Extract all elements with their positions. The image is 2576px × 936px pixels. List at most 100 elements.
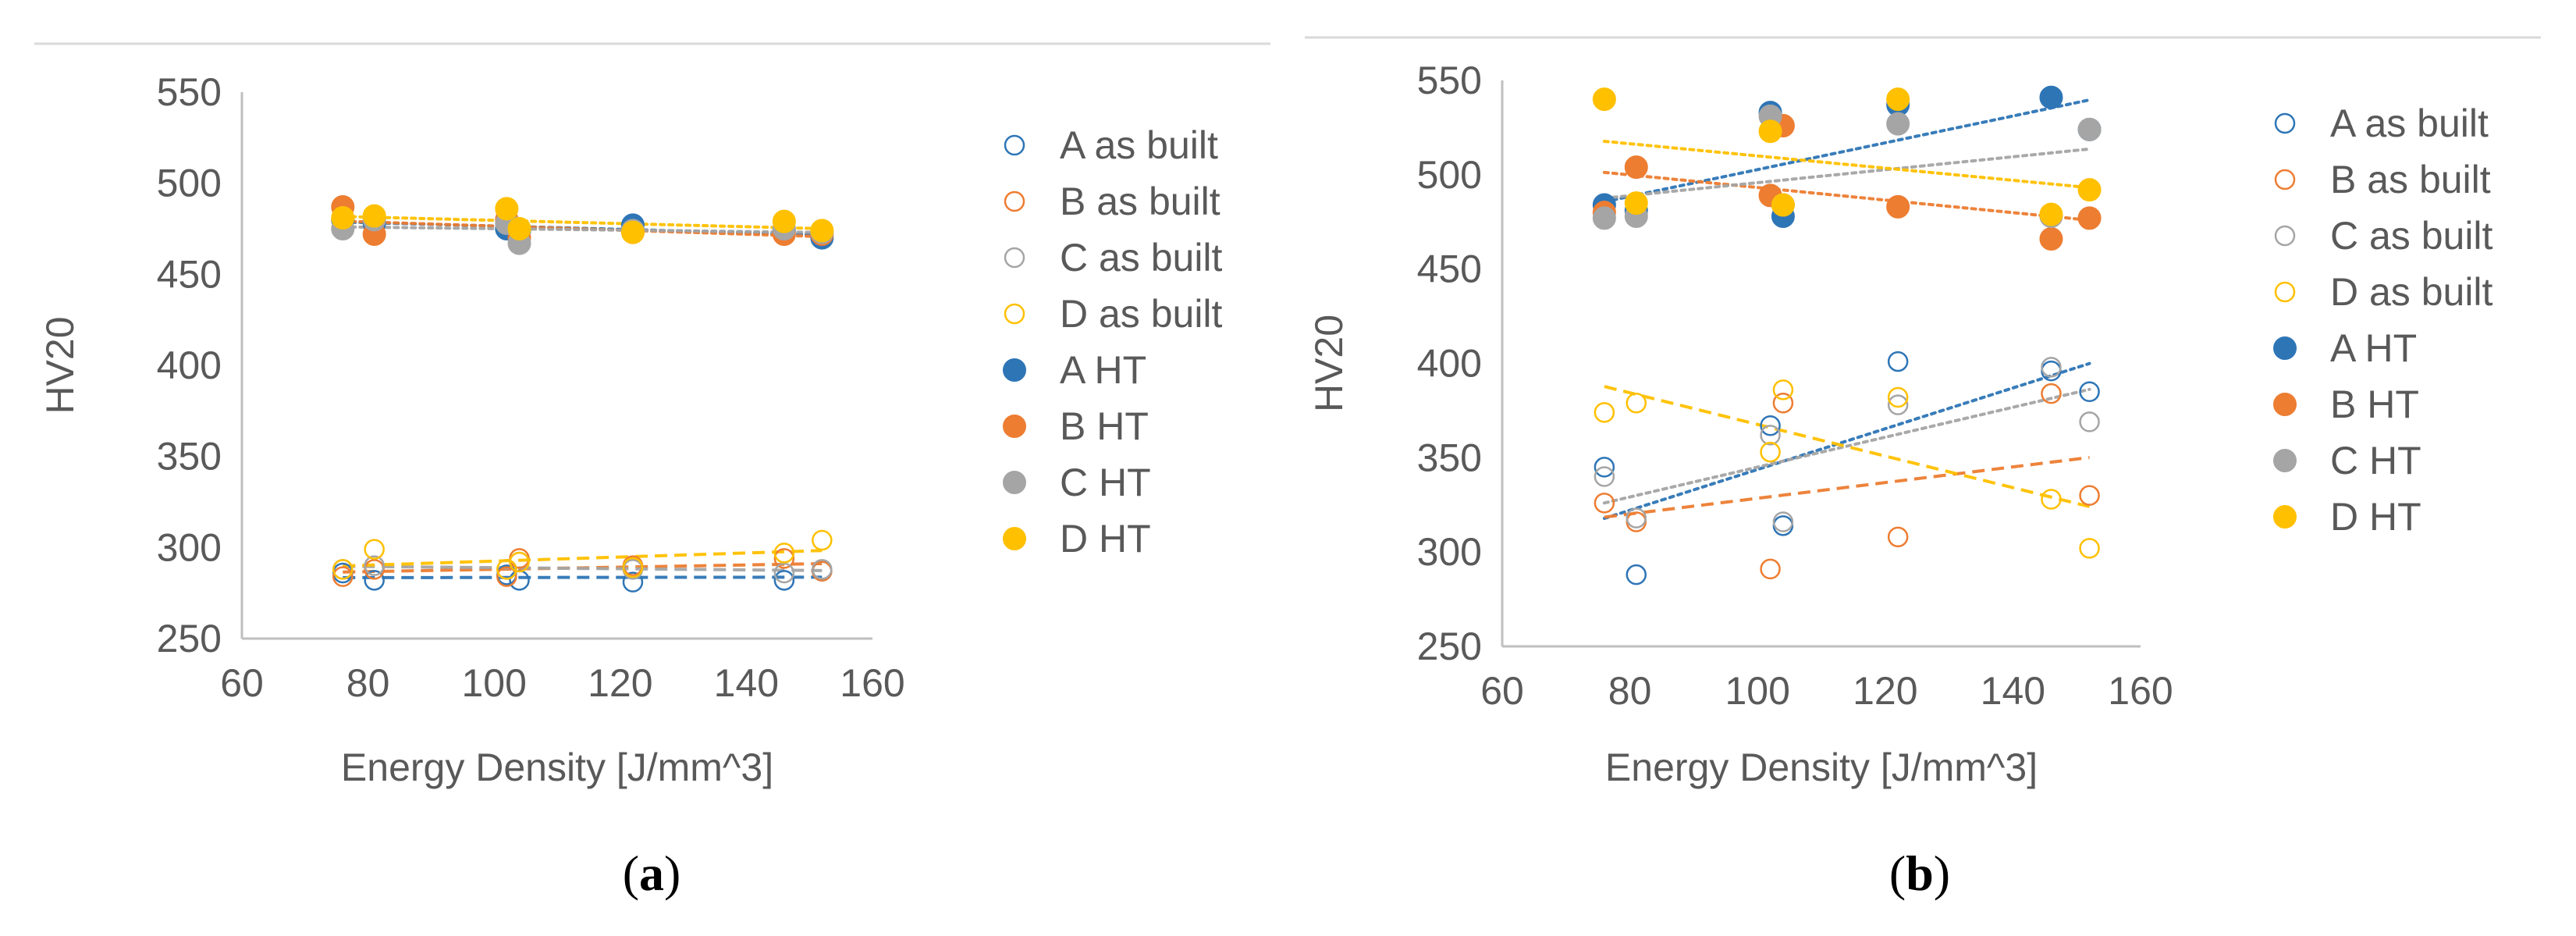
point-a-as-built-a — [622, 571, 644, 593]
trendline-d-as-built-b — [1604, 385, 2091, 508]
point-b-as-built-b — [1887, 526, 1909, 548]
legend-label-b-as-built-b: B as built — [2330, 158, 2491, 201]
y-tick-label-b: 550 — [1417, 59, 1482, 102]
point-d-ht-a — [620, 220, 645, 244]
trendline-a-ht-b — [1602, 98, 2091, 204]
trendline-b-as-built-b — [1604, 456, 2090, 519]
y-tick-label-a: 550 — [157, 70, 222, 114]
legend-label-c-as-built-b: C as built — [2330, 214, 2493, 258]
legend-marker-d-ht-b — [2273, 505, 2297, 529]
point-d-as-built-b — [2079, 538, 2100, 559]
trendline-c-ht-b — [1602, 147, 2091, 200]
x-tick-label-b: 140 — [1981, 669, 2045, 713]
point-d-ht-a — [362, 204, 386, 228]
legend-marker-d-ht-a — [1003, 527, 1026, 550]
legend-label-d-as-built-b: D as built — [2330, 270, 2493, 314]
legend-label-a-ht-a: A HT — [1060, 348, 1146, 392]
trendline-d-as-built-a — [343, 549, 823, 568]
chart-panel-b: 250 300 350 400 450 500 550 60 80 100 120 140 160 HV2… — [1307, 59, 2493, 901]
point-c-as-built-b — [1887, 394, 1909, 415]
x-axis-title-a: Energy Density [J/mm^3] — [341, 746, 773, 789]
y-tick-label-b: 300 — [1417, 530, 1482, 574]
point-b-ht-b — [2039, 227, 2063, 251]
point-c-ht-b — [1592, 206, 1616, 230]
point-d-ht-b — [1886, 87, 1910, 112]
legend-label-b-ht-b: B HT — [2330, 383, 2419, 426]
point-d-ht-a — [810, 219, 834, 243]
y-tick-label-b: 350 — [1417, 436, 1482, 479]
point-d-as-built-b — [1760, 441, 1781, 463]
point-a-as-built-b — [1887, 351, 1909, 372]
trendline-c-ht-a — [341, 225, 824, 234]
trendline-a-as-built-a — [343, 575, 823, 579]
y-tick-label-a: 350 — [157, 435, 222, 479]
x-tick-label-b: 80 — [1608, 669, 1652, 713]
legend-label-c-ht-a: C HT — [1060, 461, 1151, 504]
point-d-ht-a — [331, 206, 355, 230]
legend-label-b-as-built-a: B as built — [1060, 180, 1220, 223]
point-d-ht-a — [507, 217, 531, 240]
point-b-as-built-a — [332, 566, 354, 587]
point-b-as-built-b — [1760, 558, 1781, 580]
point-d-as-built-a — [364, 539, 385, 560]
panel-caption-b: (b) — [1889, 845, 1950, 901]
point-d-as-built-b — [1626, 393, 1647, 414]
point-a-as-built-a — [773, 570, 795, 591]
point-d-as-built-b — [1594, 402, 1615, 423]
point-a-as-built-b — [1594, 457, 1615, 478]
point-d-ht-b — [1758, 119, 1782, 144]
point-d-ht-b — [1771, 193, 1795, 217]
legend-label-a-ht-b: A HT — [2330, 326, 2417, 370]
x-tick-label-a: 80 — [346, 661, 390, 705]
y-tick-label-b: 500 — [1417, 153, 1482, 197]
point-a-as-built-b — [1626, 564, 1647, 585]
point-d-as-built-a — [773, 543, 795, 564]
point-c-as-built-b — [1626, 507, 1647, 529]
legend-marker-a-ht-a — [1003, 358, 1026, 382]
y-axis-title-a: HV20 — [38, 316, 82, 414]
point-b-ht-b — [2077, 206, 2102, 230]
legend-marker-c-as-built-a — [1004, 247, 1025, 269]
point-c-as-built-a — [812, 559, 833, 580]
point-d-ht-a — [772, 209, 796, 233]
x-tick-label-b: 120 — [1853, 669, 1917, 713]
point-c-as-built-a — [364, 555, 385, 576]
legend-marker-a-ht-b — [2273, 336, 2297, 360]
point-a-as-built-a — [509, 570, 530, 591]
y-tick-label-a: 250 — [157, 617, 222, 660]
x-tick-label-b: 160 — [2108, 669, 2173, 713]
point-d-as-built-a — [622, 557, 644, 578]
point-c-as-built-b — [2041, 357, 2062, 378]
point-a-as-built-b — [2079, 381, 2100, 402]
x-tick-label-b: 100 — [1725, 669, 1789, 713]
point-c-as-built-a — [773, 562, 795, 584]
legend-marker-c-ht-b — [2273, 449, 2297, 472]
x-tick-label-b: 60 — [1480, 669, 1524, 713]
y-tick-label-a: 500 — [157, 162, 222, 205]
chart-panel-a: 250 300 350 400 450 500 550 60 80 100 120 140 160 HV2… — [38, 70, 1223, 901]
point-c-ht-b — [2077, 117, 2102, 141]
point-b-as-built-a — [496, 566, 517, 587]
point-b-ht-b — [1624, 155, 1648, 180]
legend-marker-b-as-built-b — [2274, 169, 2296, 190]
legend-marker-c-ht-a — [1003, 471, 1026, 494]
legend-marker-b-ht-a — [1003, 415, 1026, 438]
y-tick-label-b: 450 — [1417, 247, 1482, 291]
x-tick-label-a: 140 — [714, 661, 779, 705]
point-d-as-built-a — [812, 529, 833, 551]
point-b-as-built-b — [1594, 493, 1615, 514]
x-axis-title-b: Energy Density [J/mm^3] — [1605, 746, 2038, 789]
y-tick-label-a: 300 — [157, 525, 222, 569]
legend-marker-c-as-built-b — [2274, 225, 2296, 247]
point-d-ht-a — [495, 197, 519, 221]
point-a-as-built-a — [364, 570, 385, 591]
x-tick-label-a: 60 — [220, 661, 264, 705]
legend-label-c-ht-b: C HT — [2330, 439, 2421, 482]
y-tick-label-b: 400 — [1417, 342, 1482, 386]
trendline-c-as-built-b — [1602, 387, 2091, 505]
x-tick-label-a: 160 — [840, 661, 904, 705]
x-tick-label-a: 100 — [461, 661, 526, 705]
legend-label-d-ht-b: D HT — [2330, 495, 2421, 539]
trendline-b-ht-b — [1602, 170, 2091, 222]
